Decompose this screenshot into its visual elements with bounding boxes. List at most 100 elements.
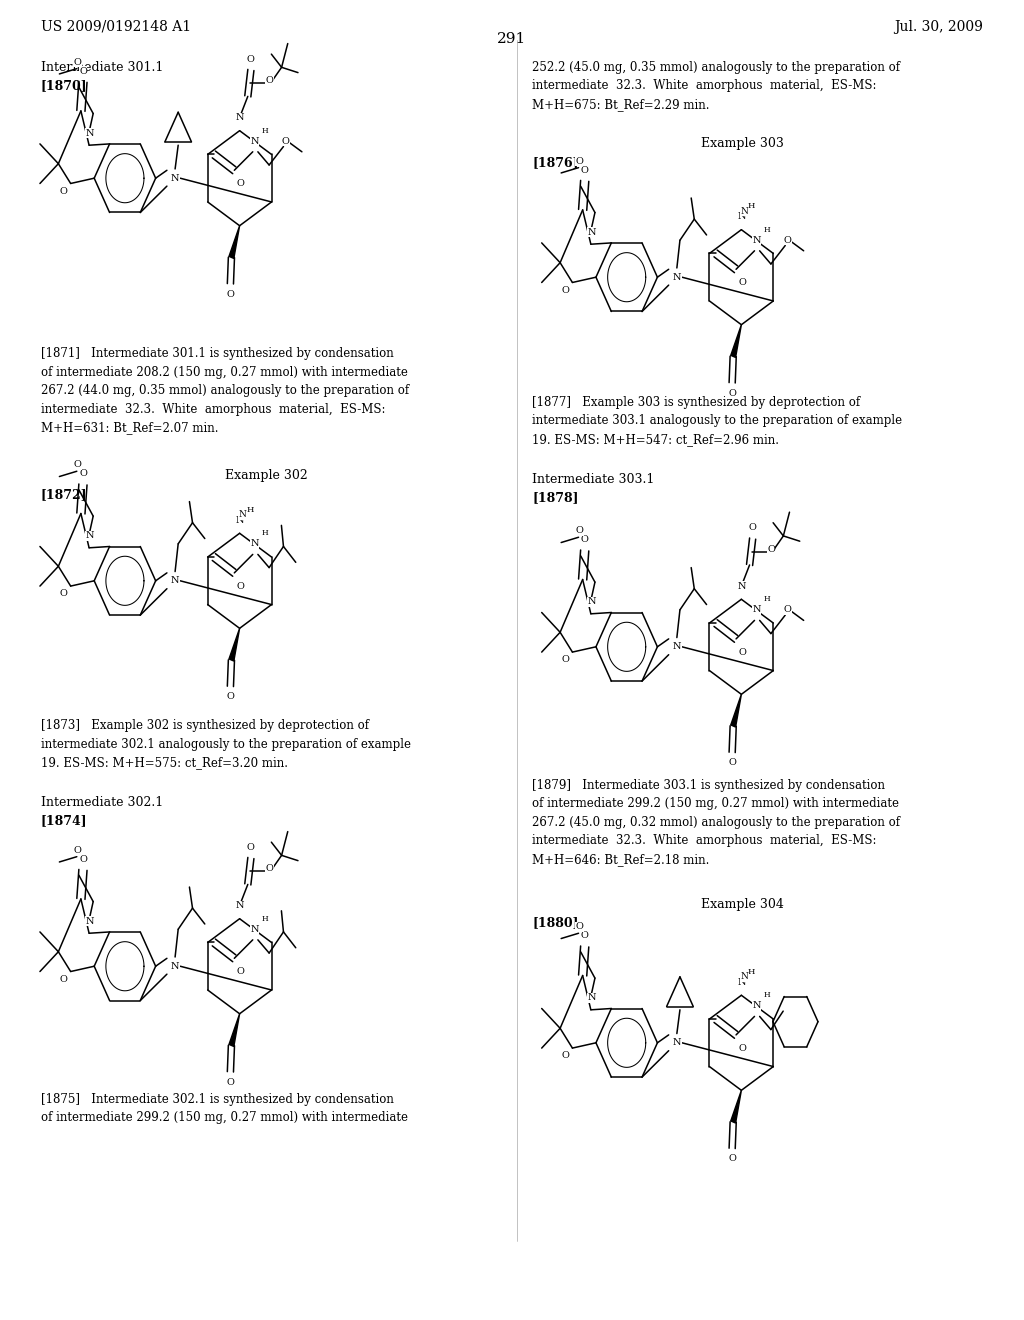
Text: [1875]   Intermediate 302.1 is synthesized by condensation: [1875] Intermediate 302.1 is synthesized… (41, 1093, 394, 1106)
Text: N: N (236, 516, 244, 524)
Text: intermediate 302.1 analogously to the preparation of example: intermediate 302.1 analogously to the pr… (41, 738, 411, 751)
Text: Example 302: Example 302 (225, 469, 308, 482)
Text: Example 304: Example 304 (701, 898, 784, 911)
Text: [1879]   Intermediate 303.1 is synthesized by condensation: [1879] Intermediate 303.1 is synthesized… (532, 779, 886, 792)
Text: N: N (740, 973, 749, 981)
Text: O: O (749, 524, 757, 532)
Text: [1872]: [1872] (41, 488, 88, 502)
Text: H: H (262, 127, 268, 135)
Text: O: O (74, 58, 82, 66)
Text: O: O (226, 290, 234, 298)
Text: O: O (247, 843, 255, 851)
Text: O: O (575, 157, 584, 165)
Text: N: N (737, 213, 745, 220)
Text: N: N (737, 978, 745, 986)
Text: [1873]   Example 302 is synthesized by deprotection of: [1873] Example 302 is synthesized by dep… (41, 719, 369, 733)
Text: O: O (59, 590, 68, 598)
Text: H: H (748, 968, 756, 975)
Text: N: N (236, 902, 244, 909)
Text: N: N (740, 207, 749, 215)
Text: 267.2 (44.0 mg, 0.35 mmol) analogously to the preparation of: 267.2 (44.0 mg, 0.35 mmol) analogously t… (41, 384, 409, 397)
Text: H: H (246, 506, 254, 513)
Polygon shape (229, 1014, 240, 1047)
Text: N: N (171, 962, 179, 970)
Text: O: O (783, 236, 792, 244)
Text: O: O (74, 461, 82, 469)
Text: [1877]   Example 303 is synthesized by deprotection of: [1877] Example 303 is synthesized by dep… (532, 396, 860, 409)
Text: O: O (728, 389, 736, 397)
Text: H: H (764, 595, 770, 603)
Text: O: O (74, 846, 82, 854)
Text: of intermediate 299.2 (150 mg, 0.27 mmol) with intermediate: of intermediate 299.2 (150 mg, 0.27 mmol… (532, 797, 899, 810)
Text: [1871]   Intermediate 301.1 is synthesized by condensation: [1871] Intermediate 301.1 is synthesized… (41, 347, 393, 360)
Text: intermediate 303.1 analogously to the preparation of example: intermediate 303.1 analogously to the pr… (532, 414, 902, 428)
Text: N: N (753, 236, 761, 244)
Text: N: N (86, 917, 94, 925)
Text: O: O (575, 923, 584, 931)
Text: H: H (764, 991, 770, 999)
Text: O: O (728, 759, 736, 767)
Text: O: O (581, 932, 589, 940)
Text: [1876]: [1876] (532, 156, 579, 169)
Text: M+H=675: Bt_Ref=2.29 min.: M+H=675: Bt_Ref=2.29 min. (532, 98, 710, 111)
Text: N: N (239, 511, 247, 519)
Text: O: O (561, 1052, 569, 1060)
Text: of intermediate 208.2 (150 mg, 0.27 mmol) with intermediate: of intermediate 208.2 (150 mg, 0.27 mmol… (41, 366, 408, 379)
Text: [1870]: [1870] (41, 79, 88, 92)
Text: N: N (753, 1002, 761, 1010)
Text: O: O (79, 855, 87, 863)
Text: N: N (236, 114, 244, 121)
Text: 267.2 (45.0 mg, 0.32 mmol) analogously to the preparation of: 267.2 (45.0 mg, 0.32 mmol) analogously t… (532, 816, 900, 829)
Text: O: O (581, 166, 589, 174)
Text: N: N (251, 137, 259, 145)
Text: O: O (237, 582, 245, 590)
Text: O: O (237, 180, 245, 187)
Text: O: O (79, 67, 87, 75)
Polygon shape (229, 628, 240, 661)
Text: O: O (79, 470, 87, 478)
Text: H: H (262, 529, 268, 537)
Polygon shape (731, 325, 741, 358)
Text: N: N (737, 582, 745, 590)
Text: 19. ES-MS: M+H=575: ct_Ref=3.20 min.: 19. ES-MS: M+H=575: ct_Ref=3.20 min. (41, 756, 288, 770)
Text: O: O (282, 137, 290, 145)
Text: Intermediate 303.1: Intermediate 303.1 (532, 473, 655, 486)
Text: O: O (767, 545, 775, 553)
Text: H: H (764, 226, 770, 234)
Text: O: O (728, 1155, 736, 1163)
Text: intermediate  32.3.  White  amorphous  material,  ES-MS:: intermediate 32.3. White amorphous mater… (41, 403, 385, 416)
Polygon shape (731, 1090, 741, 1123)
Text: O: O (561, 656, 569, 664)
Text: O: O (226, 1078, 234, 1086)
Text: N: N (588, 228, 596, 236)
Text: O: O (738, 279, 746, 286)
Text: O: O (226, 693, 234, 701)
Polygon shape (731, 694, 741, 727)
Text: N: N (673, 1039, 681, 1047)
Text: N: N (86, 532, 94, 540)
Text: O: O (237, 968, 245, 975)
Polygon shape (229, 226, 240, 259)
Text: Example 303: Example 303 (701, 137, 784, 150)
Text: O: O (581, 536, 589, 544)
Text: [1874]: [1874] (41, 814, 88, 828)
Text: O: O (783, 606, 792, 614)
Text: O: O (738, 648, 746, 656)
Text: 19. ES-MS: M+H=547: ct_Ref=2.96 min.: 19. ES-MS: M+H=547: ct_Ref=2.96 min. (532, 433, 779, 446)
Text: N: N (251, 540, 259, 548)
Text: H: H (748, 202, 756, 210)
Text: O: O (561, 286, 569, 294)
Text: O: O (265, 77, 273, 84)
Text: M+H=646: Bt_Ref=2.18 min.: M+H=646: Bt_Ref=2.18 min. (532, 853, 710, 866)
Text: N: N (753, 606, 761, 614)
Text: Intermediate 302.1: Intermediate 302.1 (41, 796, 163, 809)
Text: intermediate  32.3.  White  amorphous  material,  ES-MS:: intermediate 32.3. White amorphous mater… (532, 79, 877, 92)
Text: O: O (738, 1044, 746, 1052)
Text: N: N (86, 129, 94, 137)
Text: N: N (588, 994, 596, 1002)
Text: N: N (251, 925, 259, 933)
Text: N: N (171, 577, 179, 585)
Text: O: O (265, 865, 273, 873)
Text: US 2009/0192148 A1: US 2009/0192148 A1 (41, 20, 191, 34)
Text: 252.2 (45.0 mg, 0.35 mmol) analogously to the preparation of: 252.2 (45.0 mg, 0.35 mmol) analogously t… (532, 61, 900, 74)
